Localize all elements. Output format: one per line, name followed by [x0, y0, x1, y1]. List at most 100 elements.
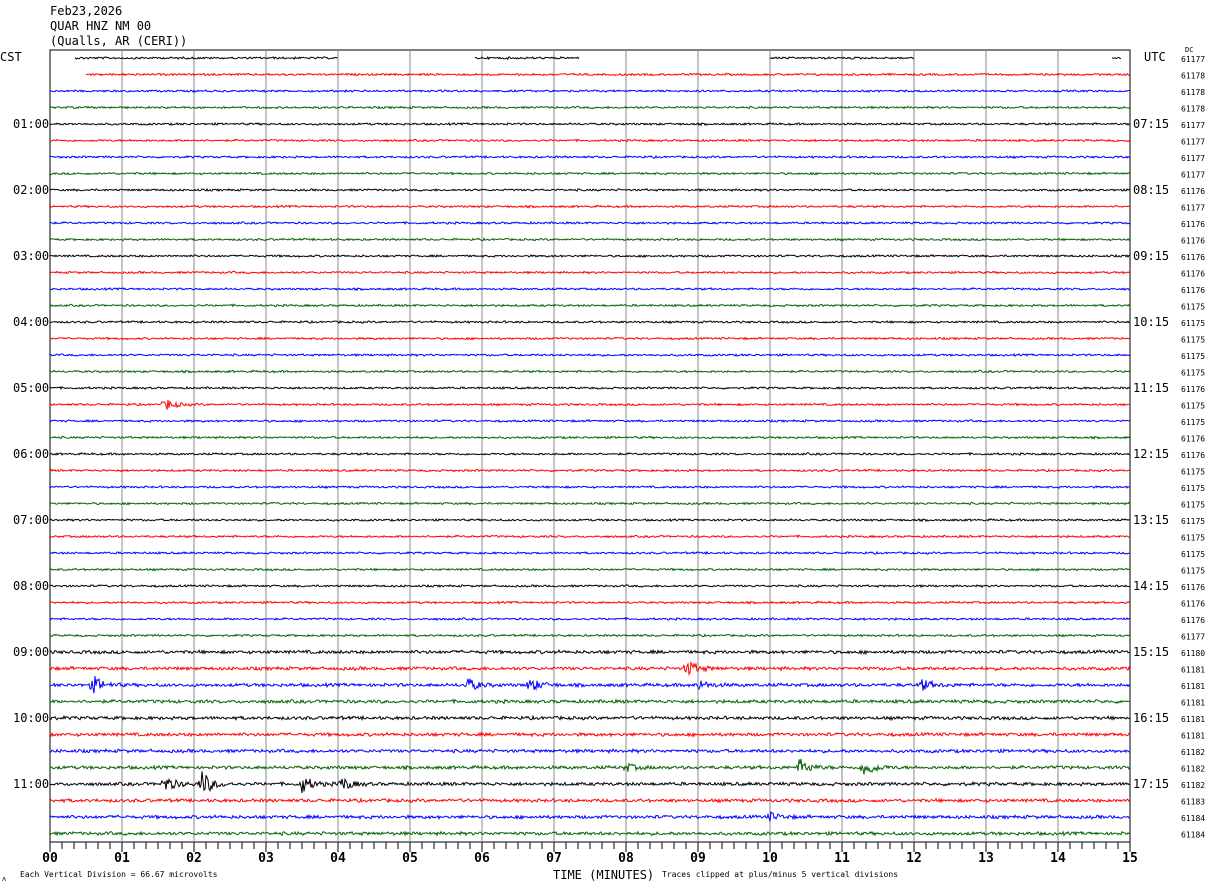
dc-offset-label: 61178 — [1181, 105, 1205, 114]
dc-offset-label: 61176 — [1181, 286, 1205, 295]
dc-offset-label: 61175 — [1181, 468, 1205, 477]
dc-offset-label: 61175 — [1181, 534, 1205, 543]
trace-row-0 — [474, 55, 580, 61]
dc-offset-label: 61176 — [1181, 237, 1205, 246]
utc-time-label: 16:15 — [1133, 711, 1169, 725]
dc-offset-label: 61175 — [1181, 352, 1205, 361]
dc-offset-label: 61177 — [1181, 171, 1205, 180]
dc-offset-label: 61175 — [1181, 402, 1205, 411]
trace-row-42 — [49, 747, 1131, 755]
dc-offset-label: 61176 — [1181, 270, 1205, 279]
dc-offset-label: 61182 — [1181, 765, 1205, 774]
dc-offset-label: 61176 — [1181, 600, 1205, 609]
trace-row-47 — [49, 830, 1131, 837]
utc-time-label: 09:15 — [1133, 249, 1169, 263]
cst-time-label: 10:00 — [13, 711, 49, 725]
dc-offset-label: 61175 — [1181, 567, 1205, 576]
trace-row-19 — [49, 369, 1131, 374]
trace-row-0 — [1111, 57, 1122, 60]
dc-offset-label: 61176 — [1181, 385, 1205, 394]
traces — [49, 55, 1131, 837]
x-tick-label: 07 — [546, 851, 562, 866]
cst-time-label: 01:00 — [13, 117, 49, 131]
cst-time-label: 08:00 — [13, 579, 49, 593]
trace-row-15 — [49, 303, 1131, 308]
dc-offset-label: 61176 — [1181, 583, 1205, 592]
dc-offset-label: 61176 — [1181, 253, 1205, 262]
dc-offset-label: 61177 — [1181, 55, 1205, 64]
trace-row-30 — [50, 550, 1131, 556]
left-timezone-label: CST — [0, 50, 22, 64]
grid — [49, 49, 1131, 852]
trace-row-2 — [49, 89, 1131, 94]
trace-row-0 — [74, 56, 338, 60]
trace-row-45 — [49, 797, 1131, 804]
cst-time-label: 06:00 — [13, 447, 49, 461]
dc-offset-label: 61175 — [1181, 336, 1205, 345]
trace-row-17 — [49, 336, 1131, 341]
x-tick-label: 09 — [690, 851, 706, 866]
trace-row-35 — [49, 633, 1131, 638]
dc-offset-label: 61176 — [1181, 451, 1205, 460]
trace-row-26 — [49, 484, 1131, 490]
trace-row-32 — [49, 583, 1131, 589]
x-tick-label: 03 — [258, 851, 274, 866]
x-tick-label: 15 — [1122, 851, 1138, 866]
dc-offset-label: 61175 — [1181, 550, 1205, 559]
trace-row-9 — [49, 204, 1131, 209]
trace-row-13 — [49, 270, 1131, 275]
dc-offset-label: 61184 — [1181, 814, 1205, 823]
dc-offset-label: 61176 — [1181, 616, 1205, 625]
trace-row-43 — [49, 758, 1131, 775]
station-label: QUAR HNZ NM 00 — [50, 19, 152, 33]
trace-row-31 — [49, 567, 1131, 572]
trace-row-34 — [49, 616, 1131, 622]
trace-row-44 — [49, 771, 1130, 794]
cst-time-label: 07:00 — [13, 513, 49, 527]
clip-note: Traces clipped at plus/minus 5 vertical … — [662, 870, 898, 879]
trace-row-18 — [49, 352, 1131, 358]
plot-frame — [49, 49, 1131, 843]
x-tick-label: 11 — [834, 851, 850, 866]
x-tick-label: 00 — [42, 851, 58, 866]
trace-row-16 — [49, 319, 1131, 325]
cst-time-label: 09:00 — [13, 645, 49, 659]
x-tick-label: 13 — [978, 851, 994, 866]
trace-row-22 — [49, 418, 1131, 423]
date-label: Feb23,2026 — [50, 4, 123, 18]
utc-time-label: 14:15 — [1133, 579, 1169, 593]
trace-row-40 — [49, 714, 1131, 722]
cst-time-label: 11:00 — [13, 777, 49, 791]
scale-note: Each Vertical Division = 66.67 microvolt… — [20, 870, 218, 879]
dc-offset-label: 61184 — [1181, 831, 1205, 840]
utc-time-label: 08:15 — [1133, 183, 1169, 197]
trace-row-10 — [49, 220, 1131, 226]
trace-row-0 — [769, 56, 915, 60]
trace-row-28 — [49, 517, 1131, 523]
x-tick-label: 08 — [618, 851, 634, 866]
trace-row-24 — [49, 451, 1131, 457]
dc-offset-label: 61180 — [1181, 649, 1205, 658]
utc-time-label: 12:15 — [1133, 447, 1169, 461]
x-tick-label: 02 — [186, 851, 202, 866]
utc-time-label: 07:15 — [1133, 117, 1169, 131]
dc-offset-label: 61175 — [1181, 319, 1205, 328]
trace-row-39 — [49, 698, 1131, 705]
trace-row-46 — [49, 811, 1130, 822]
trace-row-11 — [49, 237, 1131, 242]
right-timezone-label: UTC — [1144, 50, 1166, 64]
cst-time-label: 03:00 — [13, 249, 49, 263]
trace-row-41 — [49, 731, 1131, 738]
trace-row-7 — [49, 171, 1131, 176]
cst-time-label: 05:00 — [13, 381, 49, 395]
trace-row-12 — [49, 253, 1131, 259]
dc-offset-label: 61181 — [1181, 682, 1205, 691]
location-label: (Qualls, AR (CERI)) — [50, 34, 188, 48]
utc-time-label: 17:15 — [1133, 777, 1169, 791]
trace-row-36 — [49, 648, 1131, 656]
dc-label: DC — [1185, 46, 1193, 54]
dc-offset-label: 61182 — [1181, 748, 1205, 757]
dc-offset-label: 61177 — [1181, 633, 1205, 642]
dc-offset-label: 61183 — [1181, 798, 1205, 807]
dc-offset-label: 61181 — [1181, 666, 1205, 675]
